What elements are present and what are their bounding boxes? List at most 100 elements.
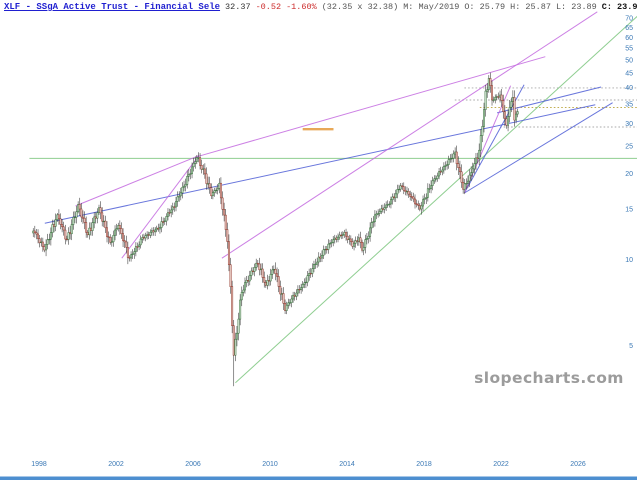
candle-body — [357, 237, 360, 242]
candle-body — [203, 168, 206, 175]
ticker-symbol-link[interactable]: XLF - SSgA Active Trust - Financial Sele — [4, 2, 221, 12]
candle-body — [261, 268, 264, 278]
x-axis-label: 2022 — [493, 461, 509, 468]
candle-body — [354, 240, 357, 244]
candle-body — [150, 230, 153, 233]
candle-body — [117, 225, 120, 229]
candle-body — [41, 241, 44, 247]
candle-body — [165, 216, 168, 222]
y-axis-label: 45 — [625, 71, 633, 78]
candle-body — [449, 158, 452, 160]
candle-body — [284, 303, 287, 311]
candle-body — [231, 286, 234, 326]
h-scrollbar[interactable] — [0, 476, 637, 480]
y-axis-label: 55 — [625, 46, 633, 53]
candle-body — [258, 263, 261, 271]
candle-body — [199, 157, 202, 166]
candle-body — [332, 239, 335, 243]
candle-body — [229, 264, 232, 287]
candle-body — [511, 97, 514, 102]
candle-body — [126, 247, 129, 258]
candle-body — [285, 304, 288, 311]
candle-body — [340, 234, 343, 236]
candle-body — [57, 214, 60, 220]
trendline-wedge-lower-to-2007-peak[interactable] — [121, 155, 200, 259]
candle-body — [133, 251, 136, 255]
candle-body — [195, 157, 198, 162]
trendline-covid-fan-shallow[interactable] — [464, 102, 613, 194]
candle-body — [418, 205, 421, 210]
candle-body — [507, 116, 510, 126]
candle-body — [122, 233, 125, 241]
candle-body — [372, 221, 375, 223]
bid-ask: (32.35 x 32.38) — [321, 2, 399, 12]
x-axis-label: 2002 — [108, 461, 124, 468]
candle-body — [142, 237, 145, 239]
candle-body — [369, 227, 372, 237]
candle-body — [187, 174, 190, 177]
candle-body — [200, 165, 203, 170]
candle-body — [101, 212, 104, 222]
watermark: slopecharts.com — [474, 369, 624, 387]
candle-body — [154, 229, 157, 233]
candle-body — [245, 280, 248, 283]
hover-open: O: 25.79 — [464, 2, 506, 12]
candle-body — [35, 232, 38, 235]
candle-body — [398, 188, 400, 191]
candle-body — [515, 113, 518, 121]
candle-body — [256, 262, 259, 265]
candle-body — [234, 338, 237, 356]
candle-body — [476, 157, 479, 160]
candle-body — [401, 185, 404, 187]
candle-body — [208, 183, 211, 188]
candle-body — [367, 235, 370, 239]
candle-body — [115, 228, 118, 231]
candle-body — [146, 234, 149, 236]
candle-body — [380, 208, 383, 212]
candle-body — [428, 188, 431, 190]
y-axis-label: 15 — [625, 207, 633, 214]
candle-body — [215, 189, 218, 192]
candle-body — [494, 96, 497, 101]
candle-body — [219, 182, 222, 199]
x-axis-label: 2006 — [185, 461, 201, 468]
candle-body — [484, 90, 487, 110]
candle-body — [171, 206, 174, 211]
candle-body — [67, 232, 70, 240]
trendline-2007-peak-resistance-extension[interactable] — [198, 56, 546, 157]
candle-body — [473, 163, 476, 170]
candle-body — [489, 78, 492, 86]
candle-body — [327, 243, 330, 250]
candle-body — [268, 280, 270, 282]
candle-body — [349, 238, 352, 242]
candle-body — [304, 281, 307, 284]
candle-body — [236, 332, 238, 340]
candle-body — [247, 280, 250, 282]
y-axis: 70 65 60 55 50 45 40 35 30 25 20 15 10 5 — [625, 16, 633, 350]
candle-body — [51, 224, 54, 233]
candle-body — [361, 241, 364, 251]
candle-body — [444, 165, 447, 167]
candle-body — [393, 196, 396, 199]
trendline-long-support-from-2009-low[interactable] — [235, 15, 637, 384]
x-axis-label: 1998 — [31, 461, 47, 468]
price-change-percent: -1.60% — [286, 2, 317, 12]
candle-body — [414, 198, 416, 205]
candle-body — [337, 236, 339, 240]
candle-body — [112, 235, 115, 243]
candle-body — [226, 229, 229, 242]
candle-body — [152, 230, 155, 233]
candle-body — [70, 224, 73, 235]
candle-body — [425, 197, 428, 199]
y-axis-label: 40 — [625, 85, 633, 92]
candle-body — [516, 111, 519, 115]
candle-body — [252, 270, 254, 272]
candle-body — [221, 197, 224, 210]
candle-body — [131, 253, 134, 255]
candle-body — [487, 78, 490, 90]
trendline-long-trendline-1998[interactable] — [44, 104, 596, 224]
trendline-wedge-upper-to-2007-peak[interactable] — [75, 155, 199, 207]
trendline-long-magenta-channel[interactable] — [221, 11, 598, 259]
candle-body — [345, 232, 347, 237]
